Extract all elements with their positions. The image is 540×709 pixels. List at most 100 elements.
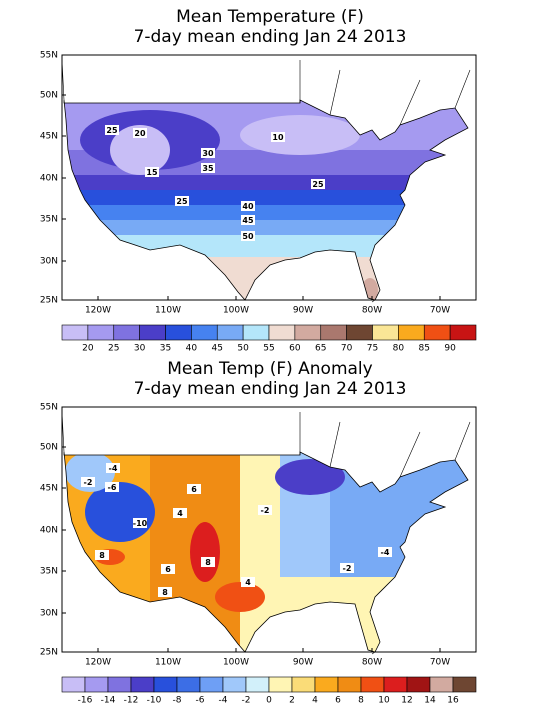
colorbar-label: 25 — [108, 344, 119, 354]
contour-label-bg — [105, 482, 119, 492]
contour-label: 15 — [146, 168, 158, 177]
contour-label: 45 — [242, 216, 254, 225]
contour-band — [64, 175, 468, 190]
colorbar-label: 30 — [134, 344, 146, 354]
colorbar-label: -14 — [101, 696, 116, 706]
contour-label-bg — [161, 564, 175, 574]
contour-label-bg — [201, 163, 215, 173]
colorbar-label: 10 — [378, 696, 390, 706]
lon-label: 70W — [430, 658, 450, 668]
colorbar-label: -2 — [242, 696, 251, 706]
colorbar-box — [153, 676, 178, 693]
colorbar-box — [372, 324, 399, 341]
colorbar-box — [222, 676, 247, 693]
lat-label: 25N — [40, 648, 58, 658]
colorbar-label: 14 — [424, 696, 436, 706]
contour-label: 40 — [242, 202, 254, 211]
colorbar-box — [199, 676, 224, 693]
lon-label: 110W — [155, 658, 181, 668]
contour-label: 8 — [205, 558, 211, 567]
colorbar-box — [113, 324, 140, 341]
contour-label-bg — [241, 215, 255, 225]
temperature-field — [64, 100, 468, 300]
contour-band — [110, 125, 170, 175]
colorbar-box — [61, 324, 89, 341]
colorbar-box — [130, 676, 155, 693]
colorbar-box — [320, 324, 347, 341]
contour-band — [64, 257, 468, 300]
colorbar-label: 45 — [212, 344, 223, 354]
colorbar-box — [268, 676, 293, 693]
contour-label-bg — [258, 505, 272, 515]
contour-label: 6 — [191, 485, 197, 494]
colorbar-box — [268, 324, 296, 341]
contour-label-bg — [175, 196, 189, 206]
lat-label: 45N — [40, 484, 58, 494]
contour-label-bg — [241, 577, 255, 587]
colorbar-box — [398, 324, 425, 341]
colorbar-box — [294, 324, 322, 341]
contour-band — [240, 115, 360, 155]
lat-label: 30N — [40, 257, 58, 267]
contour-label-bg — [201, 557, 215, 567]
colorbar-box — [449, 324, 477, 341]
contour-band — [65, 452, 115, 492]
contour-label-bg — [158, 587, 172, 597]
lat-label: 25N — [40, 296, 58, 306]
contour-label: 30 — [202, 149, 214, 158]
contour-label-bg — [201, 148, 215, 158]
colorbar-label: 90 — [444, 344, 456, 354]
lon-label: 90W — [293, 306, 313, 316]
contour-label: 10 — [272, 133, 284, 142]
contour-label-bg — [145, 167, 159, 177]
map-subtitle: 7-day mean ending Jan 24 2013 — [134, 27, 407, 47]
colorbar-label: -10 — [147, 696, 162, 706]
colorbar-label: 40 — [186, 344, 198, 354]
contour-label-bg — [241, 231, 255, 241]
colorbar-label: 2 — [289, 696, 295, 706]
colorbar-label: 6 — [335, 696, 341, 706]
contour-label: -4 — [381, 548, 390, 557]
coastlines — [61, 411, 471, 655]
colorbar-label: 20 — [82, 344, 94, 354]
contour-band — [215, 582, 265, 612]
colorbar-box — [346, 324, 373, 341]
lat-label: 40N — [40, 526, 58, 536]
colorbar-label: 4 — [312, 696, 318, 706]
contour-band — [240, 452, 280, 652]
contour-label: 20 — [134, 129, 146, 138]
colorbar-box — [337, 676, 362, 693]
contour-band — [64, 220, 468, 235]
lon-label: 100W — [223, 306, 249, 316]
contour-label: 25 — [106, 126, 118, 135]
colorbar-label: 60 — [289, 344, 301, 354]
contour-label-bg — [271, 132, 285, 142]
map-panel: Mean Temperature (F)7-day mean ending Ja… — [40, 7, 477, 354]
colorbar-box — [84, 676, 109, 693]
colorbar-label: 16 — [447, 696, 459, 706]
lat-label: 45N — [40, 132, 58, 142]
colorbar-label: -12 — [124, 696, 139, 706]
colorbar-label: 85 — [419, 344, 430, 354]
colorbar-box — [423, 324, 451, 341]
colorbar-box — [242, 324, 270, 341]
contour-label-bg — [187, 484, 201, 494]
colorbar-box — [176, 676, 201, 693]
colorbar-box — [216, 324, 244, 341]
colorbar-label: -6 — [196, 696, 205, 706]
contour-label-bg — [311, 179, 325, 189]
contour-label: -6 — [108, 483, 117, 492]
map-title: Mean Temperature (F) — [176, 7, 364, 27]
colorbar-label: -8 — [173, 696, 182, 706]
contour-band — [64, 235, 468, 257]
colorbar-label: 55 — [263, 344, 274, 354]
colorbar-label: 0 — [266, 696, 272, 706]
contour-label-bg — [241, 201, 255, 211]
lat-label: 35N — [40, 215, 58, 225]
temperature-field — [64, 452, 468, 652]
contour-label-bg — [340, 563, 354, 573]
lat-label: 50N — [40, 91, 58, 101]
contour-label-bg — [105, 125, 119, 135]
